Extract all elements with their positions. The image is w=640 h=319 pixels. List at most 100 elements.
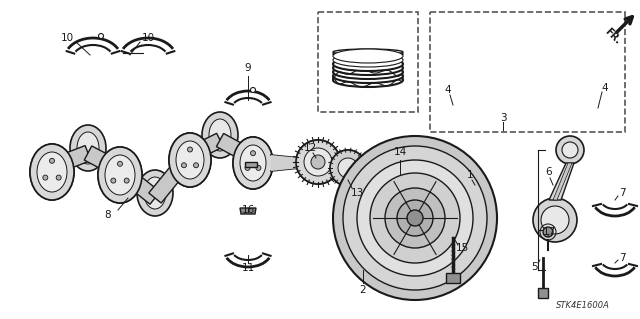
Circle shape (250, 87, 255, 93)
Ellipse shape (77, 132, 99, 164)
Text: 14: 14 (394, 147, 406, 157)
Ellipse shape (233, 137, 273, 189)
Text: 7: 7 (619, 253, 625, 263)
Circle shape (181, 163, 186, 168)
Ellipse shape (105, 155, 135, 195)
Circle shape (541, 206, 569, 234)
Polygon shape (480, 65, 518, 81)
Ellipse shape (333, 49, 403, 55)
Ellipse shape (98, 147, 142, 203)
Polygon shape (245, 162, 257, 167)
Ellipse shape (240, 145, 266, 181)
Circle shape (49, 158, 54, 163)
Polygon shape (240, 208, 256, 214)
Polygon shape (446, 273, 460, 283)
Text: 7: 7 (619, 188, 625, 198)
Ellipse shape (37, 152, 67, 192)
Circle shape (256, 165, 261, 170)
Circle shape (111, 178, 116, 183)
Circle shape (245, 165, 250, 170)
Ellipse shape (169, 133, 211, 187)
Text: 11: 11 (241, 263, 255, 273)
Circle shape (546, 74, 570, 98)
Text: 12: 12 (303, 143, 317, 153)
Text: 3: 3 (500, 113, 506, 123)
Circle shape (188, 147, 193, 152)
Circle shape (56, 175, 61, 180)
Ellipse shape (333, 49, 403, 63)
Circle shape (556, 136, 584, 164)
Ellipse shape (105, 155, 135, 195)
Ellipse shape (333, 57, 403, 71)
Ellipse shape (70, 125, 106, 171)
Circle shape (256, 165, 261, 170)
Circle shape (181, 163, 186, 168)
Circle shape (118, 161, 122, 166)
Circle shape (333, 136, 497, 300)
Ellipse shape (30, 144, 74, 200)
Text: 8: 8 (105, 210, 111, 220)
Polygon shape (549, 163, 574, 200)
Circle shape (193, 163, 198, 168)
Ellipse shape (137, 170, 173, 216)
Circle shape (245, 165, 250, 170)
Ellipse shape (176, 141, 204, 179)
Ellipse shape (98, 147, 142, 203)
Polygon shape (538, 288, 548, 298)
Text: 4: 4 (445, 85, 451, 95)
Circle shape (338, 158, 358, 178)
Polygon shape (84, 146, 124, 177)
Ellipse shape (37, 152, 67, 192)
Circle shape (533, 198, 577, 242)
Ellipse shape (30, 144, 74, 200)
Ellipse shape (169, 133, 211, 187)
Text: 10: 10 (60, 33, 74, 43)
Bar (430, 12, 625, 132)
Polygon shape (49, 145, 91, 174)
Polygon shape (148, 150, 196, 203)
Ellipse shape (209, 119, 231, 151)
Ellipse shape (528, 28, 588, 48)
Text: 15: 15 (456, 243, 468, 253)
Ellipse shape (528, 98, 588, 118)
Text: 16: 16 (241, 205, 255, 215)
Circle shape (111, 178, 116, 183)
Circle shape (370, 173, 460, 263)
Circle shape (343, 146, 487, 290)
Circle shape (118, 161, 122, 166)
Polygon shape (216, 133, 257, 165)
Circle shape (124, 178, 129, 183)
Text: 4: 4 (602, 83, 608, 93)
Circle shape (250, 151, 255, 156)
Polygon shape (187, 133, 223, 162)
Text: 2: 2 (360, 285, 366, 295)
Ellipse shape (333, 69, 403, 83)
Circle shape (552, 80, 564, 92)
Text: 6: 6 (546, 167, 552, 177)
Circle shape (193, 163, 198, 168)
Ellipse shape (240, 145, 266, 181)
Text: 5: 5 (532, 262, 538, 272)
Text: 13: 13 (350, 188, 364, 198)
Circle shape (49, 158, 54, 163)
Circle shape (124, 178, 129, 183)
Ellipse shape (333, 53, 403, 67)
Circle shape (397, 200, 433, 236)
Polygon shape (115, 164, 160, 204)
Circle shape (562, 142, 578, 158)
Text: STK4E1600A: STK4E1600A (556, 300, 610, 309)
Circle shape (43, 175, 48, 180)
Circle shape (311, 155, 325, 169)
Ellipse shape (333, 51, 403, 57)
Ellipse shape (513, 65, 523, 81)
Ellipse shape (144, 177, 166, 209)
Polygon shape (553, 163, 572, 200)
Circle shape (99, 33, 104, 39)
Circle shape (296, 140, 340, 184)
Circle shape (543, 227, 553, 237)
Ellipse shape (176, 141, 204, 179)
Ellipse shape (202, 112, 238, 158)
Polygon shape (271, 155, 300, 171)
Ellipse shape (333, 61, 403, 75)
Circle shape (56, 175, 61, 180)
